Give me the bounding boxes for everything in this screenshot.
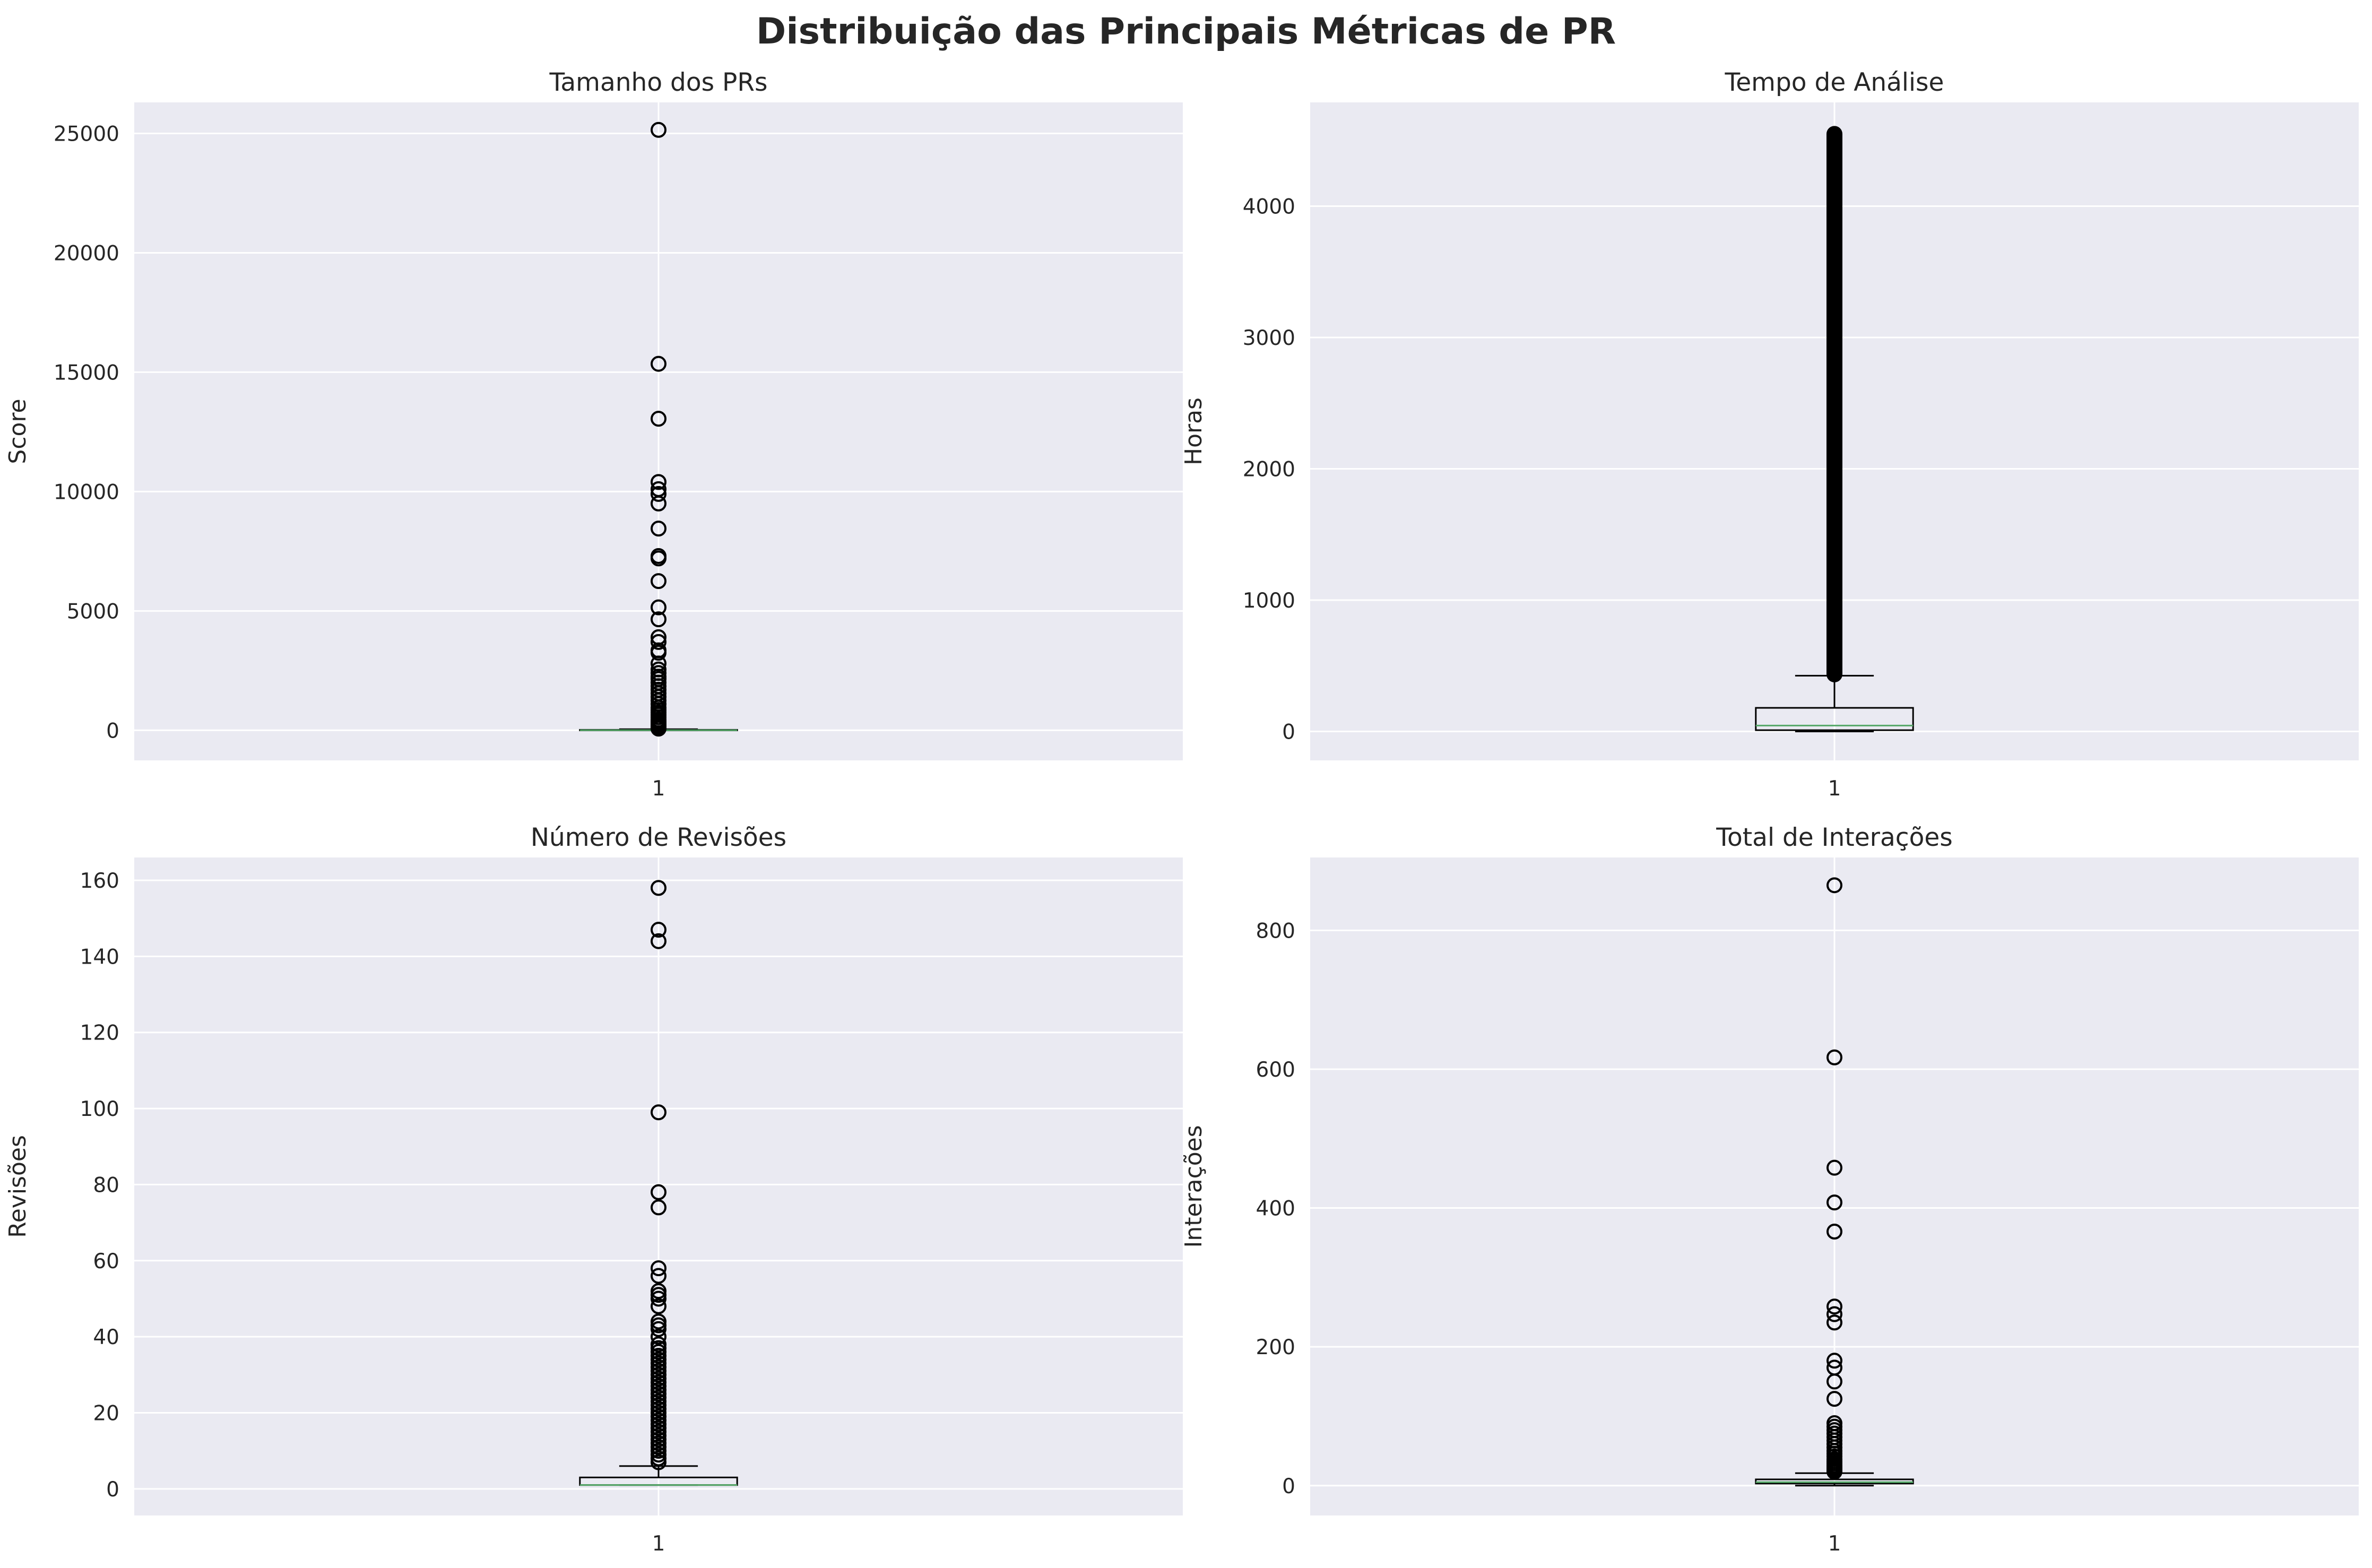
- outlier-point: [651, 599, 666, 616]
- y-tick-label: 100: [80, 1097, 119, 1121]
- outlier-point: [651, 1321, 666, 1337]
- y-tick-label: 4000: [1243, 195, 1295, 219]
- figure-title: Distribuição das Principais Métricas de …: [756, 11, 1616, 53]
- outlier-point: [651, 922, 666, 938]
- outlier-point: [651, 1199, 666, 1216]
- y-tick-label: 3000: [1243, 326, 1295, 350]
- outlier-point: [1826, 1353, 1842, 1369]
- subplot-title: Total de Interações: [1716, 823, 1953, 852]
- subplot-title: Tempo de Análise: [1725, 68, 1944, 97]
- outlier-point: [651, 1260, 666, 1277]
- subplot-title: Tamanho dos PRs: [549, 68, 767, 97]
- y-tick-label: 140: [80, 945, 119, 969]
- outlier-point: [651, 1454, 666, 1470]
- outlier-point: [1826, 1298, 1842, 1315]
- outlier-point: [651, 645, 666, 661]
- outlier-point: [651, 1104, 666, 1121]
- x-tick-label: 1: [1828, 777, 1841, 801]
- outlier-point: [651, 495, 666, 512]
- y-axis-label: Score: [4, 399, 31, 464]
- y-tick-label: 5000: [67, 600, 119, 623]
- y-axis-label: Interações: [1180, 1125, 1207, 1248]
- outlier-point: [651, 122, 666, 138]
- outlier-point: [651, 1268, 666, 1284]
- x-tick-label: 1: [652, 777, 665, 801]
- y-tick-label: 40: [93, 1326, 119, 1349]
- y-tick-label: 800: [1256, 919, 1295, 943]
- y-tick-label: 80: [93, 1173, 119, 1197]
- subplot-numero-de-revisoes: 0 20 40 60 80 100 120 140 160 1 Número de Revisões…: [4, 823, 1183, 1556]
- outlier-point: [651, 1298, 666, 1314]
- outlier-point: [651, 1329, 666, 1345]
- y-tick-label: 0: [106, 719, 119, 743]
- y-axis-label: Revisões: [4, 1135, 31, 1238]
- y-tick-label: 1000: [1243, 589, 1295, 613]
- outlier-point: [1826, 1373, 1842, 1390]
- outlier-point: [1826, 1314, 1842, 1331]
- y-tick-label: 600: [1256, 1058, 1295, 1082]
- y-tick-label: 400: [1256, 1197, 1295, 1221]
- outlier-point: [1826, 1306, 1842, 1322]
- outlier-point: [651, 573, 666, 590]
- outlier-point: [651, 933, 666, 949]
- outlier-point: [651, 356, 666, 372]
- outlier-point: [651, 474, 666, 490]
- y-tick-label: 0: [106, 1478, 119, 1502]
- y-tick-label: 60: [93, 1250, 119, 1274]
- x-tick-label: 1: [1828, 1532, 1841, 1556]
- subplot-title: Número de Revisões: [531, 823, 786, 852]
- iqr-box: [1755, 707, 1914, 731]
- outlier-point: [1826, 1391, 1842, 1407]
- y-tick-label: 0: [1282, 1475, 1295, 1498]
- y-tick-label: 0: [1282, 721, 1295, 744]
- outlier-point: [651, 521, 666, 537]
- outlier-point: [651, 880, 666, 896]
- x-tick-label: 1: [652, 1532, 665, 1556]
- subplot-tempo-de-analise: 0 1000 2000 3000 4000 1 Tempo de Análise Horas: [1180, 68, 2359, 801]
- y-axis-label: Horas: [1180, 397, 1207, 465]
- outlier-point: [1826, 1463, 1842, 1480]
- outlier-point: [1826, 1049, 1842, 1065]
- y-tick-label: 2000: [1243, 458, 1295, 482]
- outlier-point: [651, 634, 666, 650]
- subplot-total-de-interacoes: 0 200 400 600 800 1 Total de Interações Interaç…: [1180, 823, 2359, 1556]
- y-tick-label: 200: [1256, 1336, 1295, 1359]
- y-tick-label: 20000: [54, 241, 119, 265]
- outlier-point: [651, 411, 666, 427]
- y-tick-label: 120: [80, 1021, 119, 1045]
- outlier-point: [1826, 1159, 1842, 1176]
- y-tick-label: 25000: [54, 122, 119, 146]
- outlier-point: [651, 550, 666, 567]
- outlier-point: [1826, 1224, 1842, 1240]
- outlier-point: [651, 1184, 666, 1200]
- outlier-point: [1826, 877, 1842, 894]
- outlier-point: [1826, 1194, 1842, 1211]
- y-tick-label: 20: [93, 1401, 119, 1425]
- y-tick-label: 10000: [54, 480, 119, 504]
- subplot-tamanho-dos-prs: 0 5000 10000 15000 20000 25000 1 Tamanho dos PR…: [4, 68, 1183, 801]
- outlier-point: [651, 611, 666, 628]
- y-tick-label: 15000: [54, 361, 119, 385]
- outlier-point: [651, 721, 666, 737]
- outlier-point: [651, 1290, 666, 1307]
- outlier-point: [651, 486, 666, 502]
- y-tick-label: 160: [80, 869, 119, 893]
